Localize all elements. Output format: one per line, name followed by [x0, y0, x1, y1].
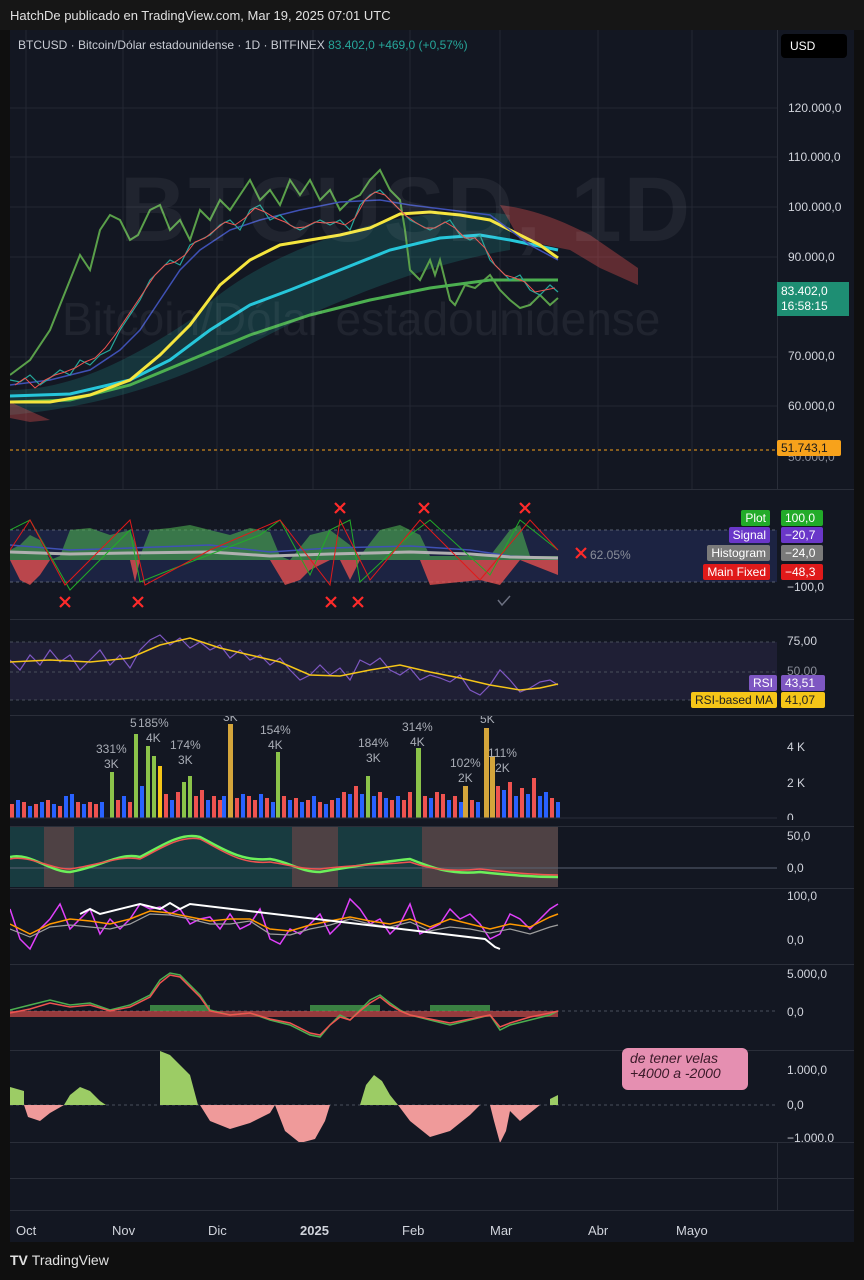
volume-level-4k: 4 K — [787, 740, 806, 754]
volume-annotation: 111% 2K — [488, 746, 517, 775]
note-line-1: de tener velas — [630, 1050, 718, 1066]
time-label: Abr — [588, 1223, 609, 1238]
signal-markers — [59, 502, 587, 608]
volume-pane[interactable]: 331% 3K 5 185% 4K 174% 3K 3K 154% 4K 184% 3K … — [10, 715, 854, 820]
oscillator-4-canvas[interactable] — [10, 1051, 854, 1143]
price-level: 120.000,0 — [788, 101, 842, 115]
rsi-pane[interactable]: 75,00 50,00 RSI 43,51 RSI-based MA 41,07 — [10, 619, 854, 716]
symbol-watermark: BTCUSD, 1D — [120, 159, 693, 261]
oscillator-3-canvas[interactable] — [10, 965, 854, 1051]
publish-caption: HatchDe publicado en TradingView.com, Ma… — [10, 8, 391, 23]
macd-main-fixed-value: −48,3 — [781, 564, 823, 580]
price-axis[interactable]: 120.000,0 110.000,0 100.000,0 90.000,0 7… — [777, 30, 854, 489]
empty-pane[interactable] — [10, 1142, 854, 1211]
volume-annotation: 185% 4K — [138, 716, 169, 745]
rsi-name: RSI — [748, 675, 777, 691]
osc4-level-minus-1000: −1.000,0 — [787, 1131, 835, 1143]
macd-percent-label: 62.05% — [590, 548, 631, 562]
rsi-pane-canvas[interactable] — [10, 620, 854, 716]
time-axis[interactable]: Oct Nov Dic 2025 Feb Mar Abr Mayo — [10, 1210, 854, 1243]
oscillator-pane-1[interactable]: 50,0 0,0 — [10, 826, 854, 889]
osc4-level-0: 0,0 — [787, 1098, 804, 1112]
time-label: 2025 — [300, 1223, 329, 1238]
rsi-ma-name: RSI-based MA — [690, 692, 777, 708]
time-label: Oct — [16, 1223, 37, 1238]
symbol-description: BTCUSD · Bitcoin/Dólar estadounidense · … — [18, 38, 325, 52]
macd-plot-value: 100,0 — [781, 510, 823, 526]
time-label: Feb — [402, 1223, 425, 1238]
tv-logo-icon: TV — [10, 1252, 28, 1268]
macd-main-fixed-name: Main Fixed — [703, 564, 770, 580]
chart-area[interactable]: BTCUSD, 1D Bitcoin/Dólar estadounidense … — [10, 30, 854, 1242]
currency-selector[interactable]: USD — [781, 34, 847, 58]
price-level: 100.000,0 — [788, 200, 842, 214]
price-level: 90.000,0 — [788, 250, 835, 264]
osc2-level-0: 0,0 — [787, 933, 804, 947]
text-note-callout[interactable]: de tener velas +4000 a -2000 — [622, 1048, 748, 1090]
bar-countdown: 16:58:15 — [781, 299, 828, 313]
footer-bar — [0, 1242, 864, 1280]
osc2-level-100: 100,0 — [787, 889, 818, 903]
current-price-tag: 83.402,0 16:58:15 — [777, 282, 849, 316]
macd-signal-value: −20,7 — [781, 527, 823, 543]
oscillator-pane-3[interactable]: 5.000,0 0,0 — [10, 964, 854, 1051]
candlesticks — [10, 189, 559, 389]
volume-annotation: 5 — [130, 716, 137, 730]
price-level: 70.000,0 — [788, 349, 835, 363]
macd-pane-canvas[interactable] — [10, 490, 854, 620]
oscillator-2-canvas[interactable] — [10, 889, 854, 965]
volume-annotation: 331% 3K — [96, 742, 127, 771]
macd-bottom-level: −100,0 — [787, 580, 825, 594]
time-label: Mayo — [676, 1223, 708, 1238]
price-level: 60.000,0 — [788, 399, 835, 413]
rsi-level-50: 50,00 — [787, 664, 818, 678]
macd-histogram-name: Histogram — [707, 545, 770, 561]
last-price: 83.402,0 — [328, 38, 375, 52]
volume-pane-canvas[interactable] — [10, 716, 854, 820]
osc3-histogram — [10, 1005, 558, 1017]
price-level: 110.000,0 — [788, 150, 841, 164]
macd-signal-name: Signal — [728, 527, 770, 543]
volume-annotation: 314% 4K — [402, 720, 433, 749]
osc4-histogram — [10, 1051, 558, 1143]
tv-brand-text: TradingView — [31, 1252, 109, 1268]
alert-level-tag[interactable]: 51.743,1 — [777, 440, 841, 456]
volume-bars — [10, 724, 560, 818]
price-pane-canvas[interactable] — [10, 30, 854, 489]
current-price-value: 83.402,0 — [781, 284, 828, 298]
volume-level-0: 0 — [787, 811, 794, 820]
macd-histogram-value: −24,0 — [781, 545, 823, 561]
volume-annotation: 5K — [480, 715, 495, 726]
note-line-2: +4000 a -2000 — [630, 1065, 721, 1081]
osc3-level-0: 0,0 — [787, 1005, 804, 1019]
symbol-legend[interactable]: BTCUSD · Bitcoin/Dólar estadounidense · … — [18, 38, 468, 52]
macd-plot-name: Plot — [741, 510, 770, 526]
rsi-value: 43,51 — [781, 675, 825, 691]
oscillator-pane-2[interactable]: 100,0 0,0 — [10, 888, 854, 965]
publish-caption-bar: HatchDe publicado en TradingView.com, Ma… — [0, 0, 864, 30]
volume-level-2k: 2 K — [787, 776, 806, 790]
volume-annotation: 102% 2K — [450, 756, 481, 785]
price-pane[interactable]: BTCUSD, 1D Bitcoin/Dólar estadounidense … — [10, 30, 854, 489]
osc1-level-0: 0,0 — [787, 861, 804, 875]
rsi-ma-value: 41,07 — [781, 692, 825, 708]
osc4-level-1000: 1.000,0 — [787, 1063, 828, 1077]
oscillator-1-canvas[interactable] — [10, 827, 854, 889]
oscillator-pane-4[interactable]: 1.000,0 0,0 −1.000,0 — [10, 1050, 854, 1143]
price-change: +469,0 (+0,57%) — [378, 38, 468, 52]
volume-annotation: 184% 3K — [358, 736, 389, 765]
name-watermark: Bitcoin/Dólar estadounidense — [62, 293, 661, 345]
volume-annotation: 154% 4K — [260, 723, 291, 752]
volume-annotation: 3K — [223, 715, 238, 724]
time-label: Dic — [208, 1223, 227, 1238]
osc1-level-50: 50,0 — [787, 829, 811, 843]
osc3-level-5000: 5.000,0 — [787, 967, 828, 981]
volume-annotation: 174% 3K — [170, 738, 201, 767]
rsi-level-75: 75,00 — [787, 634, 818, 648]
macd-pane[interactable]: 62.05% −100,0 Plot 100,0 Signal −20,7 Hi… — [10, 489, 854, 620]
time-label: Nov — [112, 1223, 136, 1238]
time-label: Mar — [490, 1223, 513, 1238]
tradingview-logo[interactable]: TV TradingView — [10, 1252, 109, 1268]
